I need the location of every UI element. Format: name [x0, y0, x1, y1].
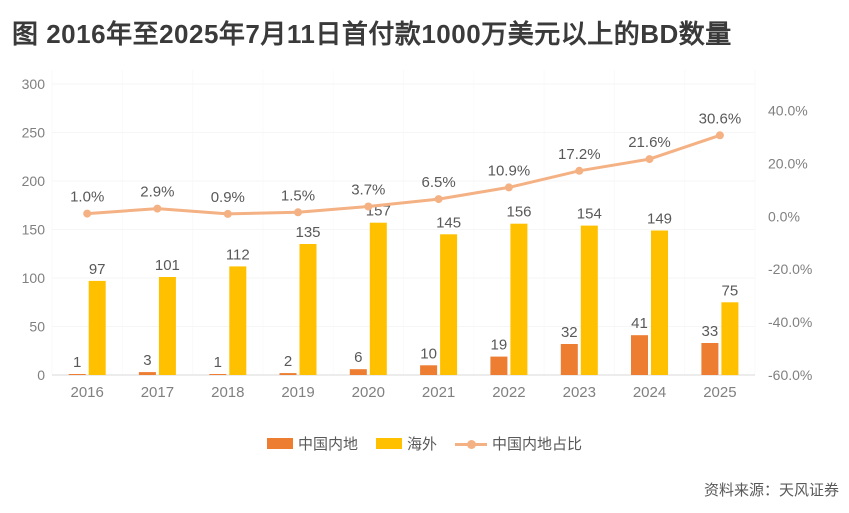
overseas-swatch-icon	[375, 438, 402, 449]
bar-overseas-2025	[721, 302, 739, 376]
bar-mainland-label-2022: 19	[491, 337, 508, 354]
bar-mainland-label-2019: 2	[284, 353, 292, 370]
x-axis-label: 2023	[563, 384, 596, 401]
bar-overseas-2017	[158, 277, 176, 375]
ratio-label-2020: 3.7%	[351, 182, 385, 199]
bar-overseas-2018	[229, 266, 247, 375]
ratio-point-2023	[575, 166, 584, 175]
legend-label-overseas: 海外	[406, 436, 437, 453]
ratio-label-2016: 1.0%	[70, 189, 104, 206]
bar-overseas-2022	[510, 223, 528, 375]
x-axis-label: 2024	[633, 384, 666, 401]
ratio-point-2019	[294, 208, 302, 217]
bar-mainland-2024	[631, 335, 648, 375]
bar-mainland-label-2023: 32	[561, 324, 578, 341]
ratio-point-2021	[434, 195, 443, 204]
ratio-point-2024	[645, 155, 654, 164]
bar-mainland-2020	[349, 369, 367, 375]
bar-mainland-label-2024: 41	[631, 315, 648, 332]
ratio-label-2019: 1.5%	[281, 187, 315, 204]
bar-mainland-2019	[279, 373, 297, 375]
left-axis-tick: 0	[37, 367, 45, 383]
bar-overseas-2024	[651, 230, 668, 375]
bar-mainland-2021	[420, 365, 438, 375]
bar-mainland-label-2017: 3	[143, 352, 151, 369]
ratio-point-2022	[504, 183, 513, 192]
right-axis-tick: 40.0%	[768, 103, 808, 119]
ratio-label-2024: 21.6%	[628, 134, 671, 151]
right-axis-tick: 0.0%	[768, 208, 800, 224]
bar-overseas-label-2025: 75	[722, 282, 739, 299]
ratio-point-2017	[153, 204, 162, 213]
ratio-line-swatch-icon	[455, 439, 487, 449]
legend-item-overseas: 海外	[375, 433, 437, 454]
bar-mainland-label-2018: 1	[214, 354, 222, 371]
bar-mainland-label-2016: 1	[73, 354, 81, 371]
bar-mainland-2023	[560, 344, 578, 375]
ratio-label-2022: 10.9%	[488, 162, 531, 179]
chart-legend: 中国内地 海外 中国内地占比	[0, 433, 849, 454]
x-axis-label: 2017	[141, 384, 174, 401]
bar-overseas-label-2018: 112	[226, 246, 250, 263]
legend-item-ratio: 中国内地占比	[455, 433, 582, 454]
bar-overseas-label-2021: 145	[436, 214, 461, 231]
ratio-label-2018: 0.9%	[211, 189, 245, 206]
left-axis-tick: 250	[22, 125, 46, 141]
bar-overseas-label-2019: 135	[295, 224, 320, 241]
right-axis-tick: -40.0%	[768, 314, 812, 330]
bar-overseas-label-2016: 97	[89, 261, 106, 278]
bd-count-chart: 0 50 100 150 200 250 300 40.0% 20.0% 0.0% -20.0% -4…	[21, 76, 813, 401]
left-axis-tick: 200	[22, 173, 46, 189]
bar-mainland-2016	[68, 374, 86, 375]
legend-label-mainland: 中国内地	[297, 436, 358, 453]
right-axis-tick: -20.0%	[768, 261, 812, 277]
bar-overseas-label-2023: 154	[577, 206, 602, 223]
bar-mainland-2018	[209, 374, 227, 375]
ratio-label-2025: 30.6%	[699, 110, 742, 127]
bar-mainland-label-2021: 10	[420, 345, 437, 362]
ratio-point-2016	[83, 209, 92, 218]
bar-overseas-2019	[299, 244, 317, 375]
bar-overseas-2021	[440, 234, 458, 375]
source-note: 资料来源：天风证券	[703, 482, 839, 499]
bar-overseas-2020	[369, 222, 387, 375]
x-axis-label: 2016	[71, 384, 104, 401]
bar-mainland-2022	[490, 356, 508, 375]
left-axis-tick: 50	[29, 319, 45, 335]
bar-overseas-label-2024: 149	[647, 211, 672, 228]
x-axis-label: 2019	[281, 384, 314, 401]
right-axis-tick: 20.0%	[768, 155, 808, 171]
ratio-line	[85, 133, 722, 216]
x-axis-label: 2022	[492, 384, 525, 401]
bar-mainland-label-2025: 33	[702, 323, 719, 340]
bar-overseas-2016	[88, 280, 106, 375]
x-axis-label: 2021	[422, 384, 455, 401]
bar-overseas-label-2022: 156	[506, 204, 531, 221]
ratio-label-2017: 2.9%	[140, 184, 174, 201]
bar-mainland-2017	[138, 372, 156, 375]
x-axis-label: 2020	[352, 384, 385, 401]
ratio-label-2021: 6.5%	[421, 174, 455, 191]
legend-label-ratio: 中国内地占比	[492, 436, 583, 453]
right-axis-tick: -60.0%	[768, 367, 812, 383]
ratio-point-2025	[715, 131, 724, 140]
chart-title: 图 2016年至2025年7月11日首付款1000万美元以上的BD数量	[12, 19, 732, 49]
x-axis-label: 2018	[211, 384, 244, 401]
ratio-point-2020	[364, 202, 373, 211]
x-axis-label: 2025	[703, 384, 736, 401]
left-axis-tick: 100	[22, 270, 46, 286]
ratio-label-2023: 17.2%	[558, 146, 601, 163]
left-axis-tick: 300	[22, 76, 46, 92]
mainland-swatch-icon	[266, 438, 293, 449]
bar-mainland-label-2020: 6	[354, 349, 362, 366]
ratio-point-2018	[223, 209, 232, 218]
bar-overseas-label-2017: 101	[155, 257, 180, 274]
ratio-line-swatch-dot	[467, 439, 476, 449]
bar-overseas-2023	[580, 225, 598, 375]
legend-item-mainland: 中国内地	[266, 433, 358, 454]
bar-mainland-2025	[701, 343, 719, 375]
left-axis-tick: 150	[22, 222, 46, 238]
